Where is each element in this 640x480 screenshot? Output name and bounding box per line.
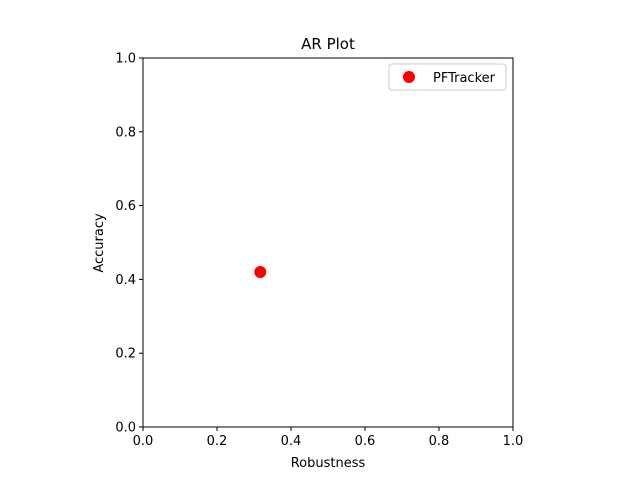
legend-marker-pftracker xyxy=(403,71,415,83)
y-tick-label: 1.0 xyxy=(115,52,136,67)
data-points xyxy=(254,266,267,279)
legend: PFTracker xyxy=(388,63,507,91)
x-tick-label: 1.0 xyxy=(503,434,524,449)
y-tick-label: 0.0 xyxy=(115,421,136,436)
x-tick-label: 0.0 xyxy=(133,434,154,449)
chart-title: AR Plot xyxy=(301,35,355,53)
legend-label-pftracker: PFTracker xyxy=(433,71,496,86)
y-axis-ticks: 0.0 0.2 0.4 0.6 0.8 1.0 xyxy=(115,52,143,436)
y-axis-label: Accuracy xyxy=(92,213,107,273)
x-tick-label: 0.2 xyxy=(207,434,228,449)
x-tick-label: 0.4 xyxy=(281,434,302,449)
y-tick-label: 0.8 xyxy=(115,125,136,140)
y-tick-label: 0.6 xyxy=(115,199,136,214)
y-tick-label: 0.4 xyxy=(115,273,136,288)
x-tick-label: 0.6 xyxy=(355,434,376,449)
y-tick-label: 0.2 xyxy=(115,347,136,362)
x-tick-label: 0.8 xyxy=(429,434,450,449)
x-axis-label: Robustness xyxy=(291,456,366,471)
legend-frame xyxy=(388,63,507,91)
data-point-pftracker xyxy=(254,266,267,279)
x-axis-ticks: 0.0 0.2 0.4 0.6 0.8 1.0 xyxy=(133,427,524,449)
plot-area xyxy=(142,57,514,428)
